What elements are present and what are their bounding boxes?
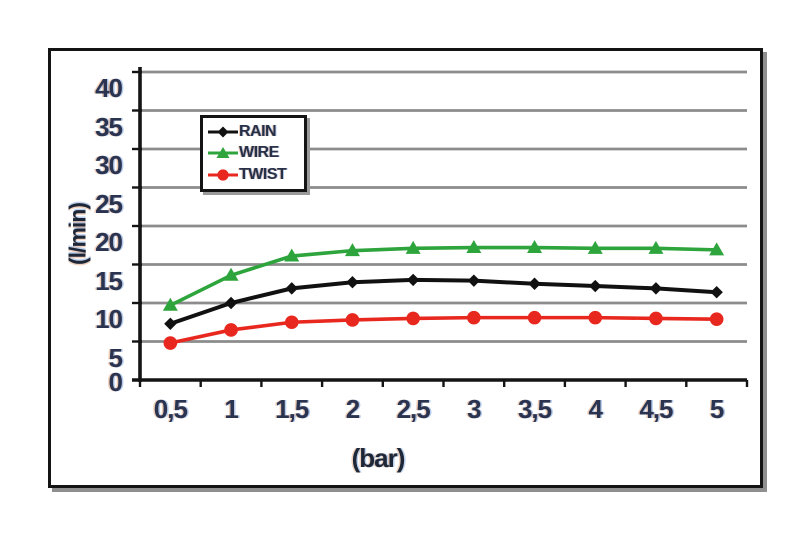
- twist-marker: [588, 310, 603, 325]
- legend-swatch-rain-icon: [208, 126, 238, 138]
- legend-item-rain: RAIN: [207, 123, 300, 141]
- rain-marker: [467, 274, 481, 287]
- series-wire-line: [169, 245, 717, 307]
- legend-swatch-twist-icon: [208, 169, 238, 181]
- series-twist-line: [169, 315, 717, 345]
- wire-marker: [223, 267, 239, 281]
- wire-marker: [344, 243, 360, 257]
- rain-marker: [224, 296, 238, 310]
- rain-marker: [346, 276, 359, 289]
- twist-marker: [163, 336, 178, 350]
- rain-marker: [589, 279, 602, 293]
- twist-marker: [649, 311, 663, 326]
- series-rain: [164, 273, 723, 330]
- series-twist: [163, 310, 724, 350]
- wire-marker: [709, 242, 725, 256]
- rain-marker: [528, 277, 541, 290]
- twist-marker: [345, 313, 360, 327]
- twist-marker: [406, 311, 420, 326]
- series-rain-line: [169, 277, 717, 326]
- rain-marker: [710, 286, 723, 299]
- twist-marker: [284, 315, 299, 330]
- wire-marker: [162, 297, 178, 311]
- legend: RAIN WIRE TWIST: [200, 115, 307, 192]
- legend-label: TWIST: [239, 166, 287, 184]
- legend-label: WIRE: [239, 144, 279, 162]
- rain-marker: [649, 282, 663, 295]
- chart-frame: [48, 48, 763, 488]
- wire-marker: [648, 240, 664, 254]
- wire-marker: [587, 240, 603, 254]
- twist-marker: [709, 312, 724, 326]
- rain-marker: [285, 282, 298, 295]
- wire-marker: [405, 240, 421, 254]
- wire-marker: [284, 248, 300, 262]
- twist-marker: [224, 323, 238, 337]
- rain-marker: [164, 317, 177, 330]
- legend-item-wire: WIRE: [207, 144, 300, 162]
- twist-marker: [527, 310, 542, 325]
- rain-marker: [406, 273, 420, 287]
- legend-item-twist: TWIST: [207, 166, 300, 184]
- legend-label: RAIN: [239, 122, 277, 140]
- series-wire: [162, 240, 725, 311]
- wire-marker: [466, 240, 482, 254]
- wire-marker: [527, 240, 543, 254]
- twist-marker: [467, 310, 481, 325]
- legend-swatch-wire-icon: [208, 147, 238, 159]
